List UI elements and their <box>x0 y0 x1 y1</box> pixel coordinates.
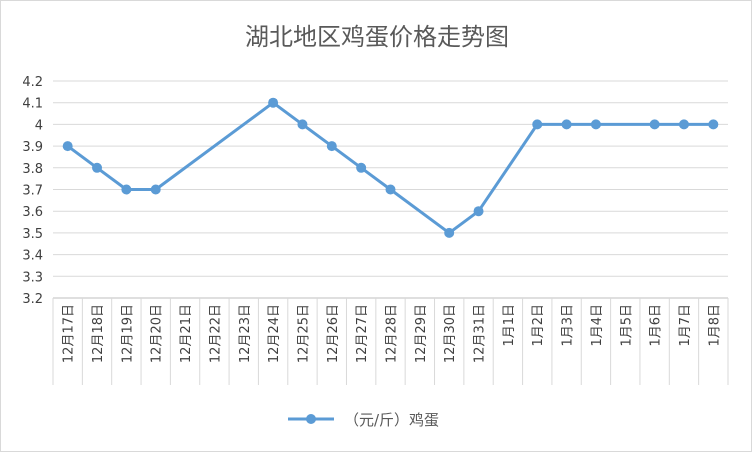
data-point <box>385 184 396 195</box>
data-point <box>590 119 601 130</box>
x-tick-label: 1月2日 <box>531 304 546 347</box>
x-tick-label: 12月18日 <box>91 304 106 363</box>
data-point <box>356 162 367 173</box>
chart-title: 湖北地区鸡蛋价格走势图 <box>245 23 509 51</box>
x-tick-label: 1月5日 <box>619 304 634 347</box>
data-point <box>92 162 103 173</box>
data-point <box>532 119 543 130</box>
x-tick-label: 12月25日 <box>296 304 311 363</box>
x-tick-label: 12月17日 <box>62 304 77 363</box>
x-tick-label: 12月29日 <box>414 304 429 363</box>
x-tick-label: 1月1日 <box>502 304 517 347</box>
x-tick-label: 12月20日 <box>150 304 165 363</box>
x-tick-label: 1月6日 <box>649 304 664 347</box>
y-tick-label: 3.2 <box>22 292 43 307</box>
x-tick-label: 12月31日 <box>473 304 488 363</box>
axes <box>52 297 729 385</box>
x-tick-label: 12月27日 <box>355 304 370 363</box>
y-tick-label: 3.7 <box>22 184 43 199</box>
y-tick-label: 3.3 <box>22 270 43 285</box>
y-tick-label: 3.4 <box>22 249 43 264</box>
y-tick-label: 4 <box>35 118 43 133</box>
y-tick-labels: 3.2 3.3 3.4 3.5 3.6 3.7 3.8 3.9 4 4.1 4.2 <box>22 75 43 307</box>
x-tick-label: 12月21日 <box>179 304 194 363</box>
x-tick-label: 1月8日 <box>707 304 722 347</box>
data-point <box>444 227 455 238</box>
y-tick-label: 4.1 <box>22 97 43 112</box>
y-tick-label: 3.6 <box>22 205 43 220</box>
y-tick-label: 3.5 <box>22 227 43 242</box>
x-tick-label: 12月26日 <box>326 304 341 363</box>
data-point <box>326 141 337 152</box>
data-point <box>150 184 161 195</box>
data-point <box>62 141 73 152</box>
legend-point-marker <box>306 414 316 424</box>
x-tick-label: 1月7日 <box>678 304 693 347</box>
data-point <box>561 119 572 130</box>
data-point <box>297 119 308 130</box>
data-point <box>268 97 279 108</box>
data-point <box>649 119 660 130</box>
x-tick-label: 12月19日 <box>120 304 135 363</box>
x-tick-labels: 12月17日 12月18日 12月19日 12月20日 12月21日 12月22日 12月2… <box>62 304 723 363</box>
data-point <box>678 119 689 130</box>
data-point <box>121 184 132 195</box>
legend-label: （元/斤）鸡蛋 <box>344 411 439 429</box>
y-tick-label: 3.9 <box>22 140 43 155</box>
x-tick-label: 12月23日 <box>238 304 253 363</box>
data-point <box>473 206 484 217</box>
x-tick-label: 12月22日 <box>208 304 223 363</box>
x-tick-label: 12月30日 <box>443 304 458 363</box>
series-egg <box>62 97 719 238</box>
x-tick-label: 12月28日 <box>385 304 400 363</box>
y-tick-label: 4.2 <box>22 75 43 90</box>
y-tick-label: 3.8 <box>22 162 43 177</box>
data-point <box>708 119 719 130</box>
x-tick-label: 1月4日 <box>590 304 605 347</box>
x-tick-label: 12月24日 <box>267 304 282 363</box>
x-tick-label: 1月3日 <box>561 304 576 347</box>
legend: （元/斤）鸡蛋 <box>288 411 439 429</box>
